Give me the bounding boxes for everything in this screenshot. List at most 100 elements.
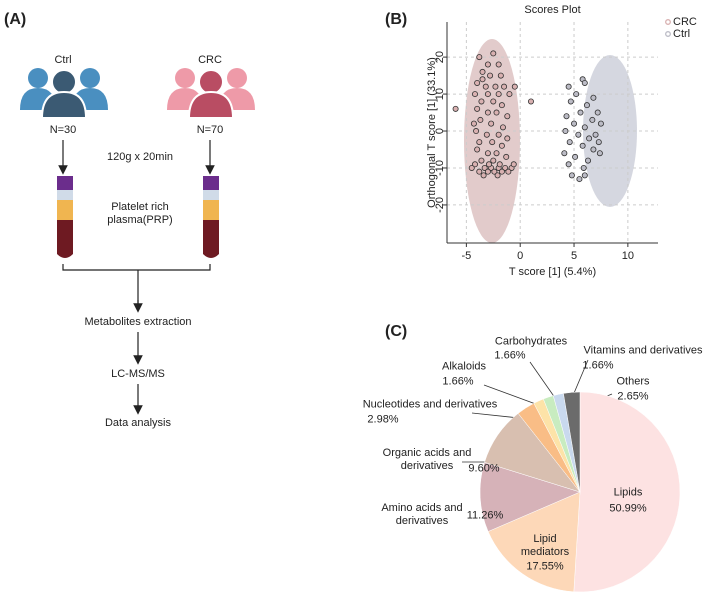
point: [581, 79, 588, 86]
point: [510, 161, 517, 168]
point: [583, 102, 590, 109]
point: [476, 54, 483, 61]
point: [503, 153, 510, 160]
tubes: [57, 176, 219, 258]
group-count: N=30: [50, 124, 77, 136]
slice-value: 50.99%: [609, 502, 647, 515]
point: [493, 150, 500, 157]
point: [484, 168, 491, 175]
point: [496, 161, 503, 168]
point: [498, 102, 505, 109]
panel-label: (A): [4, 11, 26, 28]
point: [488, 120, 495, 127]
slice-value: 1.66%: [442, 375, 474, 388]
point: [480, 172, 487, 179]
step: LC-MS/MS: [111, 368, 165, 380]
point: [573, 91, 580, 98]
point: [562, 128, 569, 135]
group-name: CRC: [198, 54, 222, 66]
point: [527, 98, 534, 105]
point: [497, 72, 504, 79]
slice-label: Nucleotides and derivatives: [362, 398, 498, 411]
x-tick-label: 10: [622, 250, 634, 262]
legend-label: Ctrl: [673, 28, 690, 40]
slice-value: 1.66%: [494, 349, 526, 362]
point: [506, 91, 513, 98]
point: [471, 161, 478, 168]
point: [479, 76, 486, 83]
point: [479, 68, 486, 75]
panel-label: (C): [385, 323, 407, 340]
point: [586, 135, 593, 142]
point: [490, 157, 497, 164]
point: [565, 83, 572, 90]
slice-label: Organic acids and derivatives: [382, 447, 472, 472]
y-tick-label: -20: [434, 197, 446, 213]
legend-label: CRC: [673, 16, 697, 28]
slice-value: 1.66%: [582, 359, 614, 372]
point: [452, 105, 459, 112]
slice-label: Alkaloids: [441, 360, 487, 373]
point: [478, 157, 485, 164]
point: [490, 50, 497, 57]
point: [504, 113, 511, 120]
x-tick-label: 0: [517, 250, 523, 262]
legend-marker: [665, 31, 671, 37]
slice-label: Lipids: [613, 486, 643, 499]
point: [489, 139, 496, 146]
panel-label: (B): [385, 11, 407, 28]
x-tick-label: 5: [571, 250, 577, 262]
point: [511, 83, 518, 90]
point: [501, 83, 508, 90]
point: [595, 139, 602, 146]
slice-value: 2.65%: [617, 390, 649, 403]
point: [581, 172, 588, 179]
point: [474, 79, 481, 86]
point: [563, 113, 570, 120]
point: [484, 109, 491, 116]
point: [581, 124, 588, 131]
step: Data analysis: [105, 417, 172, 429]
point: [499, 124, 506, 131]
point: [485, 161, 492, 168]
point: [495, 131, 502, 138]
point: [476, 168, 483, 175]
pie-slice: [563, 391, 581, 493]
point: [502, 164, 509, 171]
slice-value: 9.60%: [468, 462, 500, 475]
point: [491, 168, 498, 175]
centrifuge: 120g x 20min: [107, 151, 173, 163]
point: [474, 146, 481, 153]
point: [585, 157, 592, 164]
y-axis-label: Orthogonal T score [1] (33.1%): [426, 57, 438, 208]
y-tick-label: 0: [434, 128, 446, 134]
point: [468, 164, 475, 171]
group-name: Ctrl: [54, 54, 71, 66]
point: [481, 164, 488, 171]
slice-label: Amino acids and derivatives: [381, 502, 463, 527]
point: [477, 116, 484, 123]
point: [498, 168, 505, 175]
point: [484, 91, 491, 98]
point: [597, 120, 604, 127]
x-axis-label: T score [1] (5.4%): [509, 266, 596, 278]
point: [498, 142, 505, 149]
point: [571, 120, 578, 127]
slice-label: Others: [616, 375, 650, 388]
y-tick-label: -10: [434, 160, 446, 176]
point: [474, 105, 481, 112]
point: [478, 98, 485, 105]
pie-slice: [479, 462, 581, 532]
step: Metabolites extraction: [85, 316, 192, 328]
point: [590, 146, 597, 153]
crc-icon: [167, 68, 255, 119]
ctrl-icon: [20, 68, 108, 119]
point: [575, 131, 582, 138]
slice-label: Vitamins and derivatives: [583, 344, 703, 357]
pie-slice: [487, 491, 581, 593]
point: [484, 61, 491, 68]
point: [504, 135, 511, 142]
point: [493, 109, 500, 116]
